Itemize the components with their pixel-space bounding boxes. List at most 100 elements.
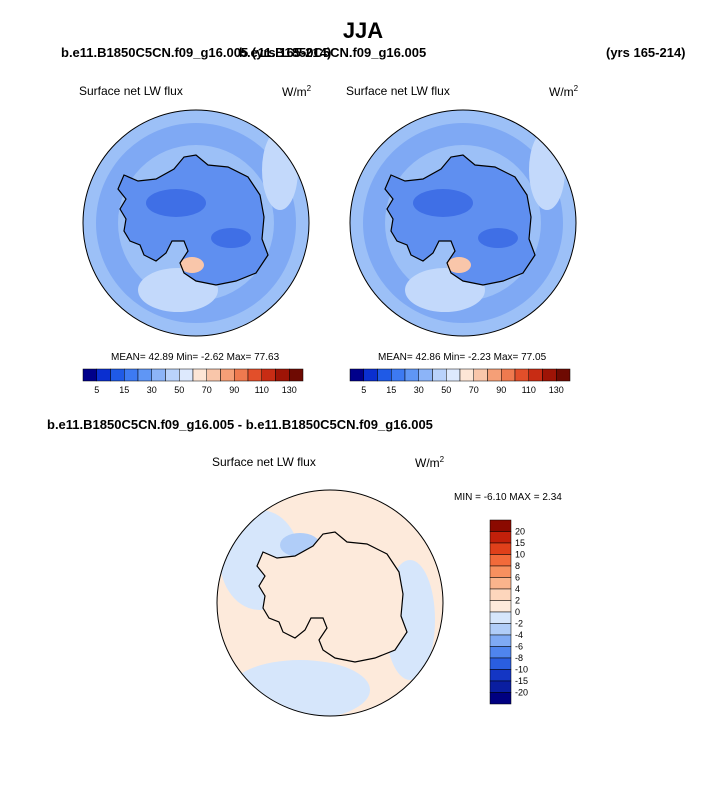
colorbar-box	[96, 368, 111, 382]
colorbar-box	[489, 542, 512, 555]
colorbar-label: 5	[361, 385, 366, 395]
colorbar-box	[110, 368, 125, 382]
diff-units-label: W/m2	[415, 455, 445, 470]
colorbar-label: 8	[515, 561, 520, 571]
colorbar-box	[489, 680, 512, 693]
left-stats: MEAN= 42.89 Min= -2.62 Max= 77.63	[111, 352, 280, 363]
colorbar-label: 130	[549, 385, 564, 395]
colorbar-label: 2	[515, 596, 520, 606]
colorbar-label: 15	[119, 385, 129, 395]
colorbar-label: 4	[515, 584, 520, 594]
colorbar-label: 70	[469, 385, 479, 395]
colorbar-label: 50	[441, 385, 451, 395]
case-years-right: (yrs 165-214)	[606, 45, 686, 60]
colorbar-label: 70	[202, 385, 212, 395]
colorbar-box	[489, 600, 512, 613]
colorbar-box	[489, 657, 512, 670]
colorbar-box	[489, 577, 512, 590]
colorbar-box	[489, 623, 512, 636]
colorbar-label: -2	[515, 619, 523, 629]
colorbar-box	[489, 554, 512, 567]
colorbar-label: -8	[515, 653, 523, 663]
right-map	[349, 109, 577, 337]
colorbar-box	[289, 368, 304, 382]
colorbar-label: 110	[522, 385, 536, 395]
colorbar-box	[473, 368, 488, 382]
colorbar-box	[165, 368, 180, 382]
colorbar-box	[179, 368, 194, 382]
colorbar-box	[501, 368, 516, 382]
diff-variable-label: Surface net LW flux	[212, 455, 316, 469]
colorbar-label: 15	[515, 538, 525, 548]
colorbar-label: 90	[229, 385, 239, 395]
colorbar-label: 110	[255, 385, 269, 395]
case-title-right: b.e11.B1850C5CN.f09_g16.005	[239, 45, 427, 60]
colorbar-label: -10	[515, 665, 528, 675]
colorbar-box	[151, 368, 166, 382]
left-units-label: W/m2	[282, 84, 312, 99]
main-title: JJA	[342, 18, 384, 43]
colorbar-box	[556, 368, 571, 382]
colorbar-label: 130	[282, 385, 297, 395]
colorbar-label: -6	[515, 642, 523, 652]
case-title-left: b.e11.B1850C5CN.f09_g16.005 (yrs 165-214…	[61, 45, 332, 60]
colorbar-box	[363, 368, 378, 382]
colorbar-box	[377, 368, 392, 382]
colorbar-box	[489, 692, 512, 705]
colorbar-label: 30	[414, 385, 424, 395]
colorbar-box	[220, 368, 235, 382]
colorbar-label: 5	[94, 385, 99, 395]
colorbar-box	[349, 368, 364, 382]
colorbar-box	[418, 368, 433, 382]
colorbar-label: 30	[147, 385, 157, 395]
left-map	[82, 109, 310, 337]
colorbar-box	[234, 368, 249, 382]
diff-map	[216, 489, 444, 717]
colorbar-box	[446, 368, 461, 382]
colorbar-box	[528, 368, 543, 382]
colorbar-box	[489, 531, 512, 544]
colorbar-label: 50	[174, 385, 184, 395]
colorbar-box	[206, 368, 221, 382]
colorbar-box	[124, 368, 139, 382]
left-variable-label: Surface net LW flux	[79, 84, 183, 98]
colorbar-box	[514, 368, 529, 382]
right-stats: MEAN= 42.86 Min= -2.23 Max= 77.05	[378, 352, 547, 363]
right-variable-label: Surface net LW flux	[346, 84, 450, 98]
colorbar-box	[489, 646, 512, 659]
colorbar-box	[275, 368, 290, 382]
colorbar-box	[247, 368, 262, 382]
colorbar-box	[192, 368, 207, 382]
colorbar-box	[459, 368, 474, 382]
colorbar-label: -20	[515, 688, 528, 698]
colorbar-label: 0	[515, 607, 520, 617]
colorbar-box	[489, 634, 512, 647]
colorbar-box	[391, 368, 406, 382]
colorbar-label: 6	[515, 573, 520, 583]
colorbar-label: 20	[515, 527, 525, 537]
colorbar-box	[489, 565, 512, 578]
colorbar-label: 90	[496, 385, 506, 395]
colorbar-box	[432, 368, 447, 382]
colorbar-box	[489, 611, 512, 624]
colorbar-box	[82, 368, 97, 382]
colorbar-label: 15	[386, 385, 396, 395]
colorbar-label: -15	[515, 676, 528, 686]
colorbar-box	[489, 669, 512, 682]
colorbar-box	[487, 368, 502, 382]
right-units-label: W/m2	[549, 84, 579, 99]
left-colorbar: 5 15 30 50 70 90 110 130	[82, 368, 304, 395]
colorbar-label: 10	[515, 550, 525, 560]
colorbar-box	[489, 588, 512, 601]
colorbar-box	[542, 368, 557, 382]
right-colorbar: 5 15 30 50 70 90 110 130	[349, 368, 571, 395]
colorbar-label: -4	[515, 630, 523, 640]
diff-title: b.e11.B1850C5CN.f09_g16.005 - b.e11.B185…	[47, 417, 433, 432]
colorbar-box	[404, 368, 419, 382]
colorbar-box	[261, 368, 276, 382]
colorbar-box	[489, 519, 512, 532]
colorbar-box	[137, 368, 152, 382]
diff-stats: MIN = -6.10 MAX = 2.34	[454, 492, 562, 503]
